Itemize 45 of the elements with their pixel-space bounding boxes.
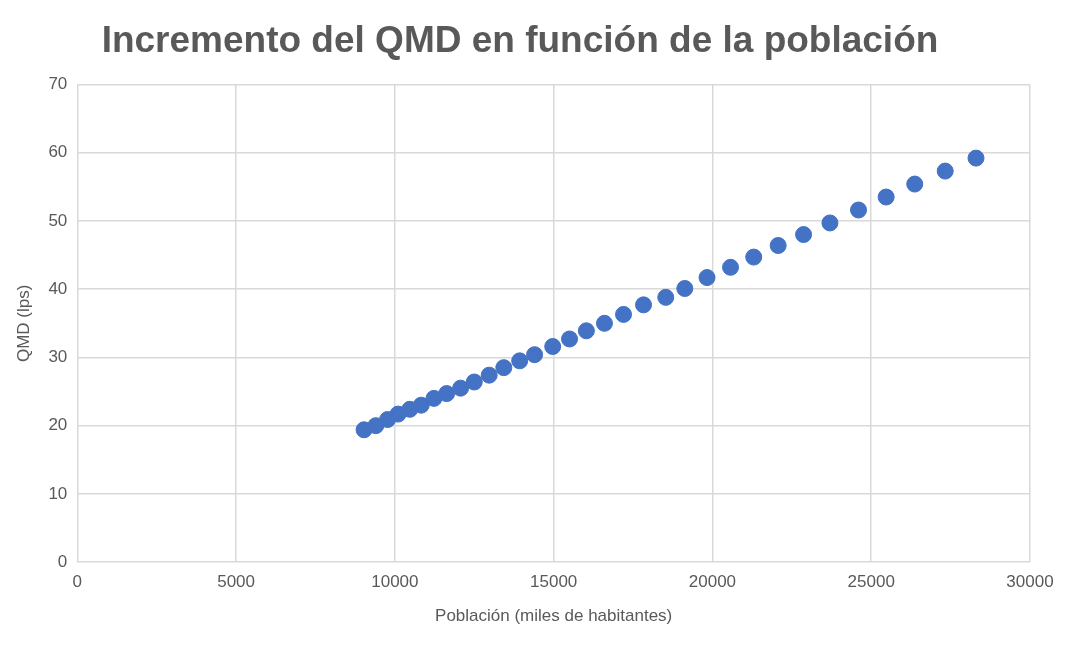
point bbox=[412, 396, 430, 414]
point bbox=[657, 288, 675, 306]
x-tick-label: 15000 bbox=[530, 572, 578, 592]
point bbox=[906, 175, 924, 193]
point bbox=[526, 346, 544, 364]
point bbox=[511, 352, 529, 370]
point bbox=[967, 149, 985, 167]
point bbox=[722, 258, 740, 276]
point bbox=[438, 385, 456, 403]
point bbox=[577, 322, 595, 340]
x-tick-label: 5000 bbox=[217, 572, 256, 592]
point bbox=[821, 214, 839, 232]
point bbox=[698, 269, 716, 287]
point bbox=[769, 236, 787, 254]
y-tick-label: 10 bbox=[48, 483, 68, 503]
y-tick-label: 30 bbox=[48, 347, 68, 367]
point bbox=[561, 330, 579, 348]
point bbox=[795, 226, 813, 244]
x-tick-label: 20000 bbox=[688, 572, 737, 592]
point bbox=[877, 188, 895, 206]
point bbox=[850, 201, 868, 219]
y-tick-label: 70 bbox=[48, 74, 68, 94]
point bbox=[745, 248, 763, 266]
point bbox=[936, 162, 954, 180]
y-tick-label: 0 bbox=[57, 551, 68, 571]
point bbox=[595, 314, 613, 332]
x-tick-label: 10000 bbox=[371, 572, 419, 592]
y-tick-label: 50 bbox=[48, 210, 68, 230]
point bbox=[635, 296, 653, 314]
y-tick-label: 20 bbox=[48, 415, 68, 435]
y-tick-label: 40 bbox=[48, 278, 68, 298]
point bbox=[495, 359, 513, 377]
x-tick-label: 0 bbox=[72, 572, 83, 592]
point bbox=[452, 379, 470, 397]
chart-title: Incremento del QMD en función de la población bbox=[101, 19, 939, 61]
point bbox=[465, 373, 483, 391]
x-axis-title: Población (miles de habitantes) bbox=[435, 606, 673, 626]
y-tick-label: 60 bbox=[48, 142, 68, 162]
point bbox=[676, 279, 694, 297]
point bbox=[480, 366, 498, 384]
point bbox=[615, 305, 633, 323]
point bbox=[544, 338, 562, 356]
y-axis-title: QMD (lps) bbox=[13, 284, 33, 363]
x-tick-label: 25000 bbox=[847, 572, 895, 592]
x-tick-label: 30000 bbox=[1006, 572, 1054, 592]
